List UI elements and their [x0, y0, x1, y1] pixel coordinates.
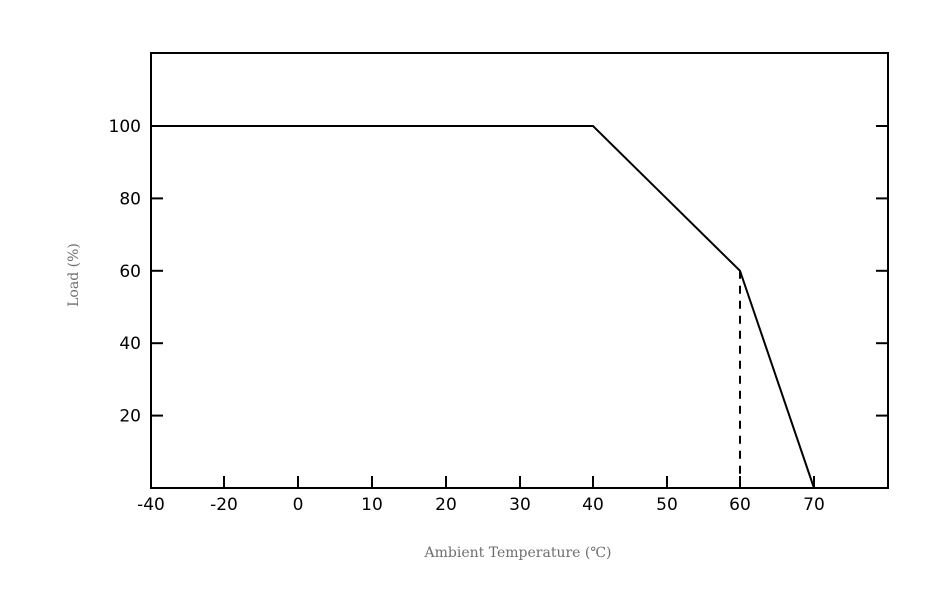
- x-tick-label: 30: [509, 495, 531, 515]
- x-tick-label: 40: [582, 495, 604, 515]
- x-tick-label: 10: [361, 495, 383, 515]
- y-axis-title: Load (%): [66, 243, 82, 307]
- x-tick-label: 60: [729, 495, 751, 515]
- y-tick-label: 80: [119, 189, 141, 209]
- y-tick-label: 20: [119, 407, 141, 427]
- x-axis-ticks: -40 -20 0 10 20 30 40 50 60 70: [137, 476, 825, 515]
- plot-frame: [150, 52, 889, 489]
- x-tick-label: 70: [803, 495, 825, 515]
- x-tick-label: 0: [293, 495, 304, 515]
- y-tick-label: 60: [119, 262, 141, 282]
- y-tick-label: 100: [109, 117, 141, 137]
- x-tick-label: 20: [435, 495, 457, 515]
- x-axis-title: Ambient Temperature (℃): [424, 545, 612, 561]
- x-tick-label: -20: [210, 495, 238, 515]
- y-tick-label: 40: [119, 334, 141, 354]
- x-tick-label: 50: [656, 495, 678, 515]
- derating-curve: [151, 125, 815, 489]
- x-tick-label: -40: [137, 495, 165, 515]
- y-axis-ticks: 20 40 60 80 100: [109, 117, 888, 427]
- series-group: [151, 125, 815, 489]
